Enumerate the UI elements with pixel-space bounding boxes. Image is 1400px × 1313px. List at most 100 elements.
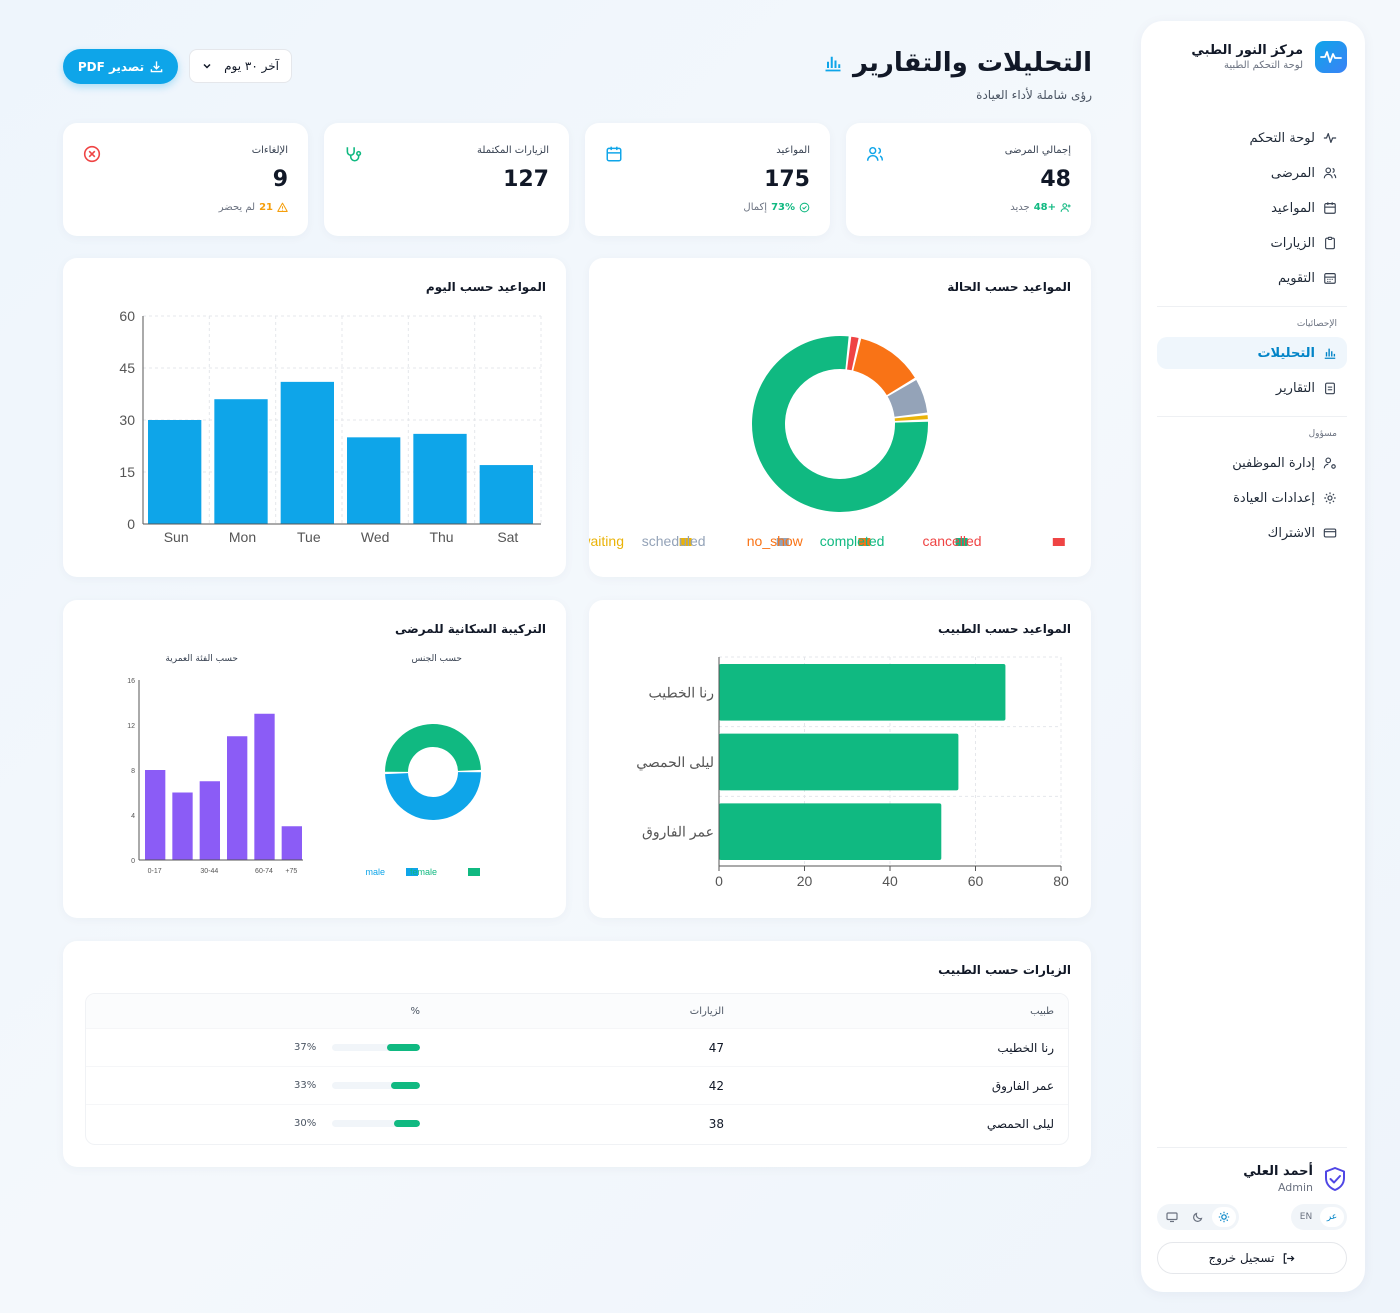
check-circle-icon [799, 202, 810, 213]
pct-text: 30% [294, 1118, 317, 1129]
monitor-icon [1166, 1212, 1178, 1223]
credit-card-icon [1323, 528, 1337, 538]
x-tick-label: 80 [1053, 873, 1069, 889]
demographics-charts: male female 0 4 8 12 16 0-17 30-44 60-74 75+ [127, 678, 481, 877]
stat-foot-text: جديد [1010, 202, 1030, 213]
legend-swatch-cancelled [1052, 538, 1065, 546]
legend-swatch-no_show [858, 538, 871, 546]
nav-patients[interactable]: المرضى [1157, 157, 1347, 189]
legend-swatch-scheduled [776, 538, 789, 546]
sun-icon [1218, 1211, 1230, 1223]
nav-label: الزيارات [1270, 235, 1315, 251]
x-tick-label: 0-17 [148, 868, 162, 875]
nav-label: إدارة الموظفين [1232, 455, 1315, 471]
y-tick-label: 16 [127, 678, 135, 685]
stat-foot-value: +48 [1033, 202, 1056, 213]
logout-button[interactable]: تسجيل خروج [1157, 1242, 1347, 1274]
x-tick-label: 60-74 [255, 868, 273, 875]
cell-visits: 38 [708, 1116, 724, 1131]
stat-footer: 21 لم يحضر [219, 202, 288, 213]
legend-swatch-waiting [679, 538, 692, 546]
export-pdf-label: تصدير PDF [77, 59, 145, 74]
stat-foot-text: إكمال [743, 202, 768, 213]
pct-text: 37% [294, 1042, 317, 1053]
nav-visits[interactable]: الزيارات [1157, 227, 1347, 259]
users-icon [1323, 167, 1337, 179]
user-cog-icon [1323, 457, 1336, 469]
bar-Tue [280, 381, 334, 524]
nav-label: التقارير [1275, 380, 1315, 396]
bar-age-4 [254, 713, 275, 860]
logo-icon [1315, 41, 1347, 73]
x-tick-label: 20 [797, 873, 813, 889]
bar-age-0 [145, 770, 166, 860]
y-tick-label: 8 [131, 768, 135, 775]
user-role: Admin [1277, 1181, 1313, 1194]
nav-reports[interactable]: التقارير [1157, 372, 1347, 404]
legend-label-waiting: waiting [589, 533, 624, 549]
age-chart-label: حسب الفئة العمرية [165, 654, 238, 664]
donut-slice-waiting [894, 415, 928, 421]
calendar-icon [1324, 202, 1336, 214]
system-theme-button[interactable] [1160, 1207, 1184, 1227]
legend-label-female: female [410, 867, 437, 877]
donut-slice-male [385, 772, 481, 820]
status-chart-card: المواعيد حسب الحالة waiting scheduled no_s… [589, 258, 1091, 577]
stat-foot-value: 73% [771, 202, 795, 213]
stat-card-completed-visits: الزيارات المكتملة 127 [324, 123, 569, 236]
doctor-chart-card: المواعيد حسب الطبيب 0 20 40 60 80 رنا الخطيب ل… [589, 600, 1091, 918]
legend-label-cancelled: cancelled [922, 533, 981, 549]
x-tick-label: Mon [229, 529, 256, 545]
table-row: عمر الفاروق 42 33% [86, 1066, 1068, 1104]
nav-label: الاشتراك [1267, 525, 1315, 541]
nav-calendar[interactable]: التقويم [1157, 262, 1347, 294]
x-circle-icon [83, 145, 101, 163]
stat-label: الإلغاءات [251, 145, 288, 156]
nav-dashboard[interactable]: لوحة التحكم [1157, 122, 1347, 154]
logout-icon [1284, 1252, 1295, 1264]
calendar-icon [606, 146, 622, 162]
nav-label: المواعيد [1271, 200, 1315, 216]
y-tick-label: ليلى الحمصي [636, 754, 714, 770]
lang-ar-button[interactable]: عر [1320, 1207, 1344, 1227]
bar-doctor-2 [719, 803, 942, 860]
stat-value: 175 [764, 167, 810, 192]
cell-pct: 37% [86, 1042, 420, 1053]
shield-check-icon [1325, 1167, 1345, 1191]
nav-clinic-settings[interactable]: إعدادات العيادة [1157, 482, 1347, 514]
nav-analytics[interactable]: التحليلات [1157, 337, 1347, 369]
language-toggle: عر EN [1291, 1204, 1347, 1230]
nav-label: التقويم [1277, 270, 1315, 286]
dark-theme-button[interactable] [1186, 1207, 1210, 1227]
x-tick-label: 0 [715, 873, 723, 889]
calendar-grid-icon [1324, 273, 1336, 284]
nav-staff[interactable]: إدارة الموظفين [1157, 447, 1347, 479]
brand[interactable]: مركز النور الطبي لوحة التحكم الطبية [1191, 41, 1347, 73]
donut-slice-completed [752, 336, 928, 512]
bar-Thu [413, 433, 467, 524]
donut-slice-scheduled [887, 380, 928, 417]
bar-doctor-1 [719, 733, 959, 791]
cell-visits: 42 [708, 1078, 724, 1093]
nav-subscription[interactable]: الاشتراك [1157, 517, 1347, 549]
user-name: أحمد العلي [1243, 1164, 1313, 1179]
pct-progress-fill [387, 1044, 420, 1051]
x-tick-label: 75+ [285, 868, 297, 875]
user-profile[interactable]: أحمد العلي Admin [1157, 1164, 1347, 1194]
y-tick-label: 15 [119, 464, 135, 480]
date-range-select[interactable]: آخر ٣٠ يوم [189, 49, 292, 83]
y-tick-label: 45 [119, 360, 135, 376]
card-title: المواعيد حسب اليوم [425, 280, 546, 294]
brand-subtitle: لوحة التحكم الطبية [1223, 60, 1303, 71]
light-theme-button[interactable] [1212, 1207, 1236, 1227]
page-subtitle: رؤى شاملة لأداء العيادة [976, 88, 1092, 102]
y-tick-label: 4 [131, 813, 135, 820]
nav-appointments[interactable]: المواعيد [1157, 192, 1347, 224]
stat-card-patients: إجمالي المرضى 48 +48 جديد [846, 123, 1091, 236]
pct-progress-bar [332, 1120, 420, 1127]
export-pdf-button[interactable]: تصدير PDF [63, 49, 178, 84]
cell-doctor: رنا الخطيب [997, 1040, 1054, 1055]
theme-toggle [1157, 1204, 1239, 1230]
doctor-bar-chart: 0 20 40 60 80 رنا الخطيب ليلى الحمصي عمر الفارو… [636, 656, 1069, 889]
lang-en-button[interactable]: EN [1299, 1212, 1313, 1222]
